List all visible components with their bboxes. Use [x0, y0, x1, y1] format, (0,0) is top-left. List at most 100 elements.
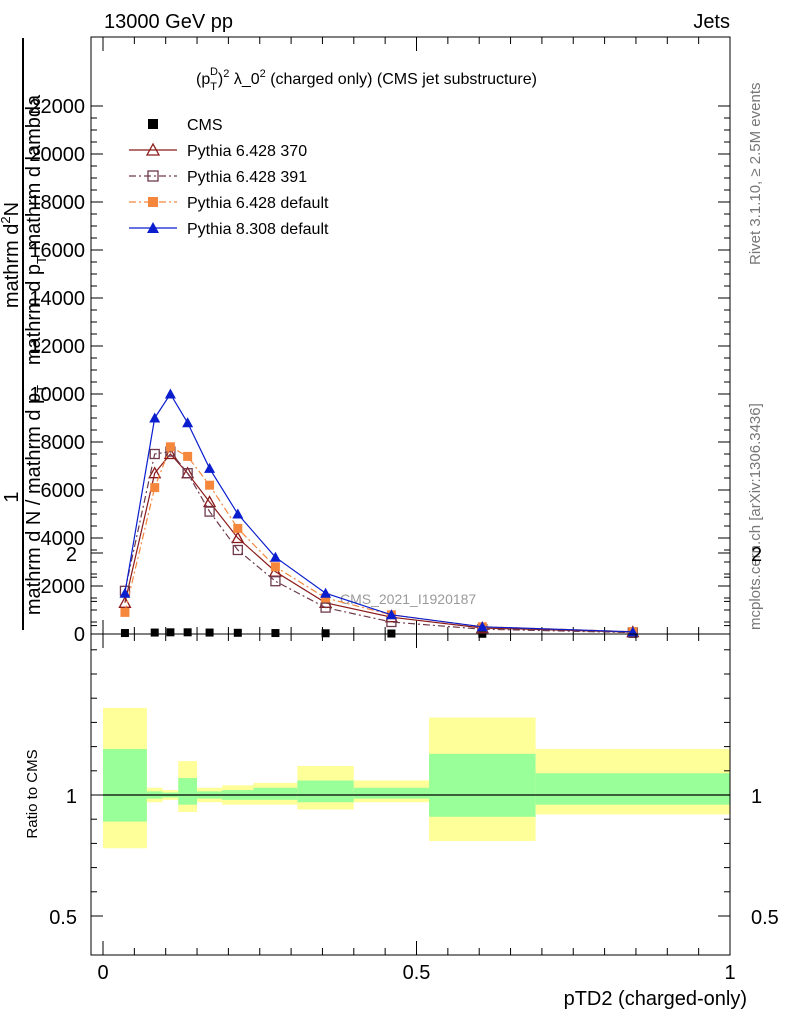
side-label-rivet: Rivet 3.1.10, ≥ 2.5M events: [747, 83, 764, 266]
marker-square: [183, 628, 192, 637]
marker-triangle: [320, 587, 332, 598]
marker-square: [321, 629, 330, 638]
main-y-tick-label: 6000: [41, 480, 86, 502]
watermark-group: CMS_2021_I1920187: [340, 591, 476, 607]
marker-square: [183, 451, 193, 461]
legend-item: Pythia 6.428 default: [129, 195, 329, 212]
marker-square: [148, 197, 158, 207]
legend-label: Pythia 6.428 370: [187, 143, 307, 160]
ylabel-numerator: mathrm d2N: [0, 202, 23, 308]
ratio-y-tick-label: 1: [66, 786, 77, 808]
ratio-band-inner: [103, 749, 147, 822]
series-pythia-6-428-391: [119, 446, 638, 638]
title-lambda: λ_0: [229, 71, 259, 88]
legend-label: Pythia 6.428 default: [187, 195, 329, 212]
marker-triangle: [147, 222, 159, 233]
legend-label: Pythia 6.428 391: [187, 169, 307, 186]
chart-title: (pTD)2 λ_02 (charged only) (CMS jet subs…: [196, 66, 537, 93]
ratio-band-inner: [253, 787, 298, 800]
marker-square: [321, 593, 331, 603]
marker-triangle: [204, 462, 216, 473]
marker-open-square: [232, 544, 243, 556]
main-y-tick-label: 0: [74, 624, 85, 646]
ratio-band-inner: [429, 753, 536, 817]
main-axis-ticks: [91, 37, 731, 635]
ratio-band-inner: [178, 778, 198, 805]
series-pythia-6-428-370: [118, 447, 640, 638]
header-left: 13000 GeV pp: [104, 11, 233, 33]
title-sub: T: [210, 81, 217, 93]
marker-triangle: [164, 388, 176, 399]
marker-square: [205, 480, 215, 490]
main-y-tick-label: 22000: [29, 96, 85, 118]
ratio-panel: 0.5 0.5 1 1 2 2 0 0.5 1 Ratio to CMS pTD2 (charg…: [24, 544, 779, 1010]
main-y-tick-label: 18000: [29, 192, 85, 214]
main-panel: 0 2000 4000 6000 8000 10000 12000 14000 16000 180…: [29, 36, 731, 646]
marker-triangle: [269, 551, 281, 562]
ratio-y-tick-label-right: 2: [751, 544, 762, 566]
ratio-y-axis-label: Ratio to CMS: [24, 749, 41, 838]
marker-square: [270, 562, 280, 572]
x-tick-label: 0.5: [403, 962, 431, 984]
marker-triangle: [182, 417, 194, 428]
marker-triangle: [119, 587, 131, 598]
ylabel-den2-tail: mathrm d lambda: [23, 94, 45, 256]
ylabel-num-n: N: [1, 202, 23, 216]
marker-square: [120, 607, 130, 617]
main-y-tick-label: 2000: [41, 576, 86, 598]
marker-square: [148, 119, 158, 129]
title-close: ): [218, 71, 223, 88]
marker-square: [205, 628, 214, 637]
main-y-tick-label: 4000: [41, 528, 86, 550]
main-y-tick-label: 10000: [29, 384, 85, 406]
x-axis-label: pTD2 (charged-only): [564, 988, 747, 1010]
main-y-tick-label: 16000: [29, 240, 85, 262]
marker-square: [150, 483, 160, 493]
marker-open-square: [320, 602, 331, 613]
ylabel-num-sup: 2: [0, 216, 13, 223]
title-p: (p: [196, 71, 210, 88]
ylabel-num-d: mathrm d: [1, 224, 23, 308]
main-series-layer: [118, 388, 640, 638]
series-line: [124, 453, 633, 633]
title-exp2: 2: [260, 68, 266, 80]
marker-square: [166, 628, 175, 637]
ratio-bands: [103, 707, 730, 849]
main-y-tick-label: 8000: [41, 432, 86, 454]
ratio-axis-ticks: [91, 552, 731, 955]
ratio-y-tick-label: 0.5: [49, 907, 77, 929]
ylabel-outer-denominator: mathrm d N / mathrm d pT: [23, 385, 49, 615]
marker-open-square: [270, 576, 281, 587]
main-y-tick-labels: 0 2000 4000 6000 8000 10000 12000 14000 16000 180…: [29, 96, 85, 646]
marker-square: [120, 629, 129, 638]
legend-label: Pythia 8.308 default: [187, 221, 329, 238]
ratio-band-inner: [535, 773, 730, 805]
x-tick-label: 0: [97, 962, 108, 984]
marker-triangle: [149, 412, 161, 423]
series-line: [124, 450, 633, 634]
ylabel-den2-sub: T: [34, 256, 49, 264]
title-rest: (charged only) (CMS jet substructure): [266, 71, 537, 88]
marker-square: [233, 628, 242, 637]
series-pythia-8-308-default: [119, 388, 639, 637]
marker-open-triangle: [148, 466, 162, 479]
marker-open-square: [204, 506, 215, 517]
marker-open-triangle: [163, 447, 178, 460]
ylabel-denominator: mathrm d pT mathrm d lambda: [23, 94, 49, 365]
legend-label: CMS: [187, 117, 223, 134]
marker-square: [165, 442, 175, 452]
main-y-tick-label: 14000: [29, 288, 85, 310]
x-tick-label: 1: [724, 962, 735, 984]
main-y-axis-label: 1 mathrm d2N mathrm d pT mathrm d lambda…: [0, 38, 49, 630]
marker-open-triangle: [145, 142, 161, 156]
ratio-tick-labels: 0.5 0.5 1 1 2 2 0 0.5 1: [49, 544, 779, 984]
series-pythia-6-428-default: [120, 442, 638, 637]
title-exp1: 2: [223, 68, 229, 80]
marker-triangle: [476, 621, 488, 632]
analysis-watermark: CMS_2021_I1920187: [340, 591, 476, 607]
ratio-band-inner: [297, 780, 354, 803]
marker-square: [233, 523, 243, 533]
marker-open-square: [182, 468, 193, 479]
marker-open-square: [149, 448, 160, 460]
